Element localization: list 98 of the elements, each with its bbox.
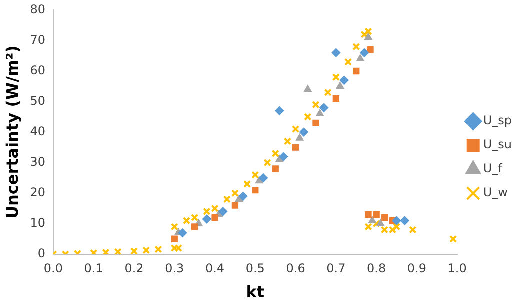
- x-tick-label: 0.6: [286, 262, 306, 276]
- point: [102, 248, 110, 254]
- point: [364, 223, 372, 231]
- point: [400, 216, 410, 226]
- point: [182, 216, 191, 225]
- point: [392, 223, 401, 231]
- point: [232, 202, 239, 209]
- point: [244, 180, 252, 188]
- point: [252, 171, 260, 179]
- point: [130, 248, 138, 254]
- y-tick-label: 70: [30, 32, 46, 47]
- point: [380, 226, 388, 234]
- x-tick-label: 0.2: [124, 262, 144, 276]
- x-tick-label: 0.0: [44, 262, 64, 276]
- point: [238, 192, 248, 201]
- point: [304, 113, 312, 121]
- point: [332, 74, 340, 82]
- x-tick-label: 0.7: [326, 262, 346, 276]
- point: [312, 120, 320, 126]
- point: [332, 48, 341, 58]
- point: [316, 109, 324, 116]
- point: [264, 158, 272, 167]
- x-tick-label: 0.5: [246, 262, 265, 276]
- y-tick-label: 10: [30, 216, 46, 230]
- x-axis-title: kt: [246, 282, 265, 302]
- point: [276, 155, 284, 162]
- point: [336, 82, 344, 90]
- point: [279, 152, 288, 162]
- point: [373, 211, 380, 218]
- point: [272, 166, 279, 172]
- point: [178, 228, 188, 238]
- point: [324, 88, 332, 96]
- point: [258, 174, 268, 183]
- y-tick-label: 50: [30, 94, 46, 108]
- point: [353, 68, 360, 75]
- point: [142, 246, 150, 254]
- point: [252, 186, 259, 194]
- point: [231, 190, 240, 198]
- x-tick-label: 1.0: [448, 262, 467, 276]
- point: [344, 58, 352, 66]
- point: [449, 235, 458, 243]
- legend-label: U_sp: [483, 114, 512, 128]
- point: [218, 207, 228, 216]
- point: [170, 244, 178, 252]
- point: [365, 211, 372, 218]
- point: [296, 134, 304, 141]
- x-tick-label: 0.1: [84, 262, 104, 276]
- point: [409, 226, 417, 234]
- point: [388, 226, 397, 234]
- point: [211, 204, 219, 212]
- x-tick-label: 0.3: [165, 262, 184, 276]
- point: [275, 106, 284, 116]
- point: [392, 216, 402, 226]
- legend-label: U_w: [483, 186, 508, 200]
- point: [192, 224, 198, 230]
- point: [360, 48, 369, 58]
- y-tick-label: 20: [30, 185, 46, 200]
- point: [223, 196, 231, 204]
- y-tick-label: 0: [38, 246, 46, 261]
- point: [299, 128, 308, 137]
- y-tick-label: 60: [30, 63, 46, 78]
- point: [203, 208, 211, 216]
- point: [170, 223, 178, 231]
- legend-label: U_su: [483, 138, 512, 152]
- y-axis-title: Uncertainty (W/m²): [2, 46, 22, 219]
- point: [284, 138, 292, 146]
- x-tick-label: 0.8: [367, 262, 386, 276]
- legend-label: U_f: [483, 162, 504, 176]
- point: [376, 219, 385, 226]
- x-tick-label: 0.9: [407, 262, 427, 276]
- point: [174, 244, 182, 252]
- x-tick-label: 0.4: [205, 262, 225, 276]
- point: [340, 76, 349, 85]
- point: [312, 101, 320, 109]
- point: [364, 28, 372, 36]
- point: [212, 214, 218, 222]
- point: [272, 150, 280, 158]
- point: [292, 125, 300, 134]
- point: [191, 214, 199, 222]
- y-tick-label: 30: [30, 154, 46, 169]
- point: [364, 33, 372, 40]
- point: [356, 54, 364, 62]
- point: [332, 95, 340, 102]
- point: [171, 236, 178, 242]
- point: [381, 214, 388, 222]
- y-tick-label: 40: [30, 124, 46, 138]
- point: [202, 214, 212, 224]
- point: [235, 194, 244, 202]
- point: [114, 248, 122, 254]
- point: [320, 103, 329, 112]
- point: [304, 85, 312, 92]
- y-tick-label: 80: [30, 2, 46, 16]
- point: [367, 46, 374, 54]
- point: [292, 144, 300, 151]
- point: [372, 220, 380, 228]
- point: [368, 216, 376, 224]
- point: [352, 43, 360, 51]
- point: [154, 246, 162, 254]
